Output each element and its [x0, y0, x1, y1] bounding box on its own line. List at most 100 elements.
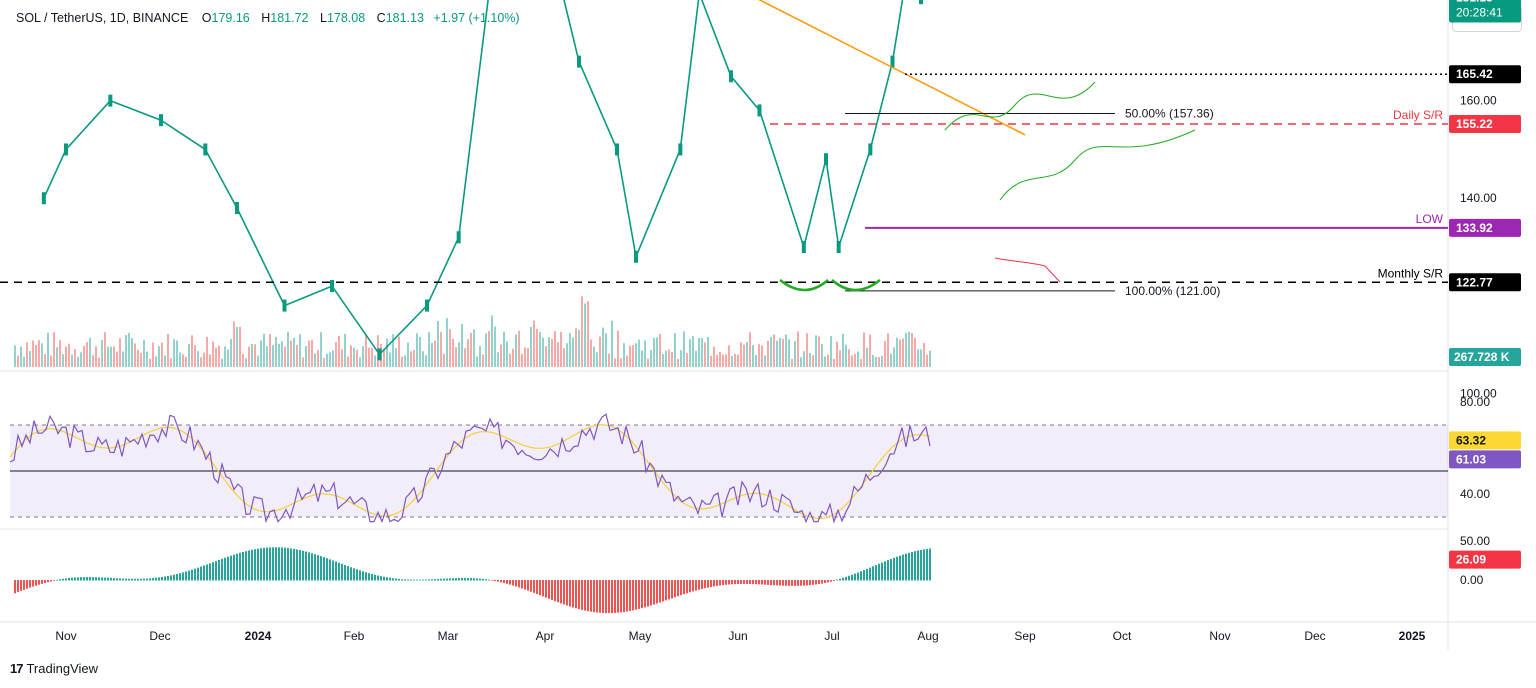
histogram-bar — [224, 557, 226, 581]
histogram-bar — [647, 580, 649, 607]
volume-bar — [878, 357, 880, 367]
histogram-bar — [764, 580, 766, 585]
histogram-bar — [332, 560, 334, 581]
histogram-bar — [809, 580, 811, 586]
price-candle — [729, 70, 733, 83]
histogram-bar — [509, 580, 511, 585]
volume-bar — [485, 333, 487, 367]
volume-bar — [173, 339, 175, 367]
volume-bar — [281, 341, 283, 367]
histogram-bar — [248, 550, 250, 581]
histogram-bar — [767, 580, 769, 585]
volume-bar — [65, 346, 67, 367]
histogram-bar — [662, 580, 664, 602]
symbol-title[interactable]: SOL / TetherUS, 1D, BINANCE — [16, 11, 189, 25]
volume-bar — [98, 357, 100, 367]
histogram-bar — [623, 580, 625, 612]
histogram-bar — [776, 580, 778, 586]
volume-bar — [167, 333, 169, 367]
price-candle — [377, 348, 382, 361]
volume-bar — [800, 357, 802, 367]
volume-bar — [893, 347, 895, 367]
histogram-bar — [683, 580, 685, 595]
volume-bar — [410, 351, 412, 367]
volume-bar — [188, 343, 190, 367]
histogram-bar — [116, 578, 118, 581]
histogram-bar — [557, 580, 559, 603]
volume-bar — [170, 358, 172, 367]
volume-bar — [323, 358, 325, 367]
volume-bar — [308, 340, 310, 367]
histogram-bar — [770, 580, 772, 586]
histogram-bar — [404, 579, 406, 581]
tradingview-logo[interactable]: 17 TradingView — [10, 661, 98, 676]
volume-bar — [80, 352, 82, 367]
volume-bar — [395, 348, 397, 367]
volume-bar — [77, 356, 79, 367]
histogram-bar — [707, 580, 709, 588]
histogram-bar — [77, 577, 79, 581]
double-bottom-left — [779, 279, 829, 292]
histogram-bar — [530, 580, 532, 592]
volume-bar — [863, 332, 865, 367]
double-bottom-right — [831, 279, 881, 292]
volume-bar — [383, 349, 385, 367]
volume-bar — [71, 354, 73, 367]
volume-bar — [755, 354, 757, 367]
histogram-bar — [473, 578, 475, 581]
histogram-bar — [467, 577, 469, 581]
volume-bar — [698, 337, 700, 367]
histogram-bar — [170, 575, 172, 581]
volume-bar — [689, 339, 691, 367]
histogram-bar — [470, 578, 472, 581]
histogram-bar — [428, 579, 430, 581]
volume-bar — [143, 339, 145, 367]
histogram-bar — [512, 580, 514, 586]
histogram-bar — [251, 549, 253, 581]
volume-bar — [461, 323, 463, 367]
histogram-bar — [749, 580, 751, 585]
histogram-bar — [929, 548, 931, 581]
histogram-bar — [194, 568, 196, 581]
histogram-bar — [461, 577, 463, 581]
histogram-bar — [857, 572, 859, 581]
volume-bar — [263, 333, 265, 367]
histogram-bar — [395, 578, 397, 581]
volume-bar — [26, 342, 28, 367]
histogram-bar — [62, 578, 64, 581]
last-price-text: 181.13 — [1456, 0, 1493, 5]
level-price-tag-text: 133.92 — [1456, 221, 1493, 235]
histogram-bar — [584, 580, 586, 611]
rsi-ma-line — [9, 424, 931, 520]
volume-bar — [890, 353, 892, 367]
histogram-bar — [563, 580, 565, 605]
histogram-bar — [896, 556, 898, 581]
histogram-bar — [155, 577, 157, 581]
histogram-bar — [830, 580, 832, 582]
volume-bar — [644, 340, 646, 367]
histogram-bar — [740, 580, 742, 584]
volume-bar — [884, 341, 886, 367]
volume-bar — [920, 349, 922, 367]
histogram-bar — [83, 577, 85, 581]
volume-bars — [14, 296, 931, 367]
time-axis-label: Dec — [149, 629, 170, 643]
volume-bar — [161, 342, 163, 367]
histogram-bar — [659, 580, 661, 603]
volume-bar — [218, 345, 220, 367]
histogram-bar — [641, 580, 643, 609]
volume-bar — [812, 355, 814, 367]
volume-bar — [710, 355, 712, 367]
histogram-bar — [389, 577, 391, 581]
volume-bar — [386, 338, 388, 367]
histogram-bar — [440, 578, 442, 581]
histogram-bar — [569, 580, 571, 607]
histogram-bar — [524, 580, 526, 590]
histogram-bar — [887, 560, 889, 581]
histogram-bar — [398, 578, 400, 581]
volume-bar — [833, 358, 835, 367]
volume-bar — [38, 340, 40, 367]
histogram-bar — [200, 566, 202, 581]
volume-bar — [365, 333, 367, 367]
